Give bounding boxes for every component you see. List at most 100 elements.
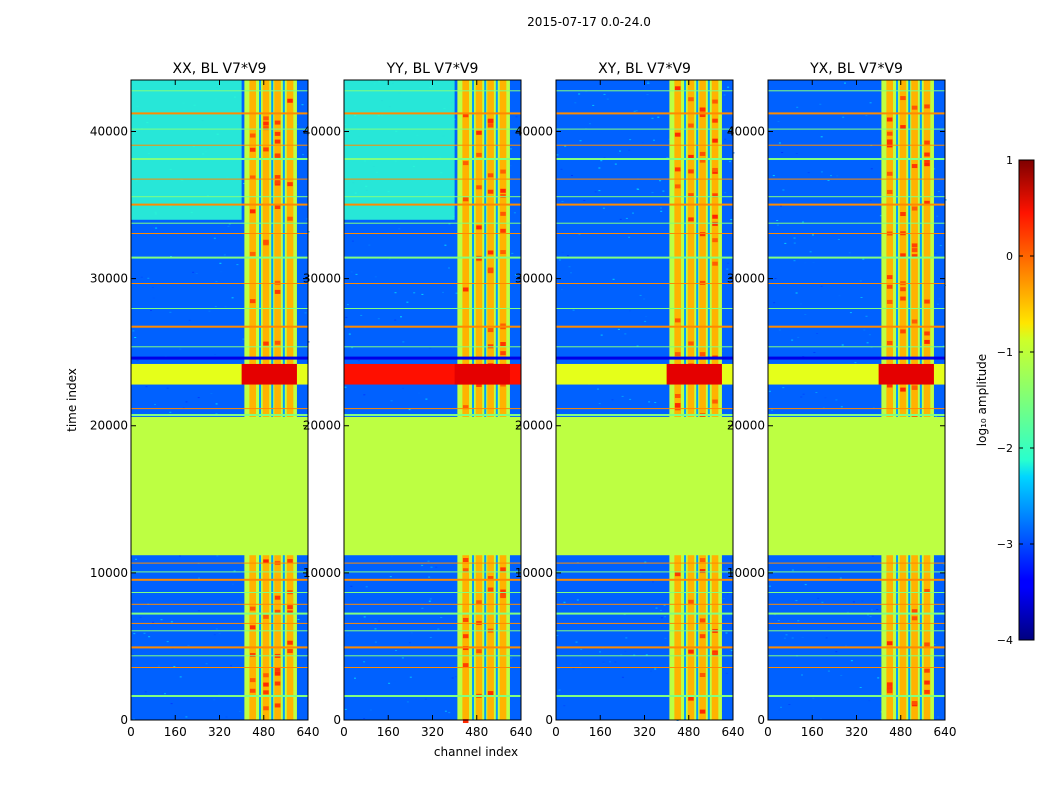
y-tick-label: 30000 xyxy=(303,272,341,286)
noise-pixel xyxy=(786,635,789,637)
noise-pixel xyxy=(556,577,559,579)
rfi-blotch xyxy=(699,280,706,285)
noise-pixel xyxy=(726,593,729,595)
panel-xy: XY, BL V7*V9 0 160 320 480 640 0 10000 20000 3000… xyxy=(515,61,745,739)
noise-pixel xyxy=(402,387,405,389)
y-tick-label: 20000 xyxy=(90,419,128,433)
rfi-time-line xyxy=(768,346,945,348)
rfi-blotch xyxy=(712,261,718,266)
y-tick-label: 30000 xyxy=(90,272,128,286)
channel-gap xyxy=(896,80,899,720)
noise-pixel xyxy=(155,227,158,229)
noise-pixel xyxy=(143,632,146,634)
noise-pixel xyxy=(728,384,731,386)
noise-pixel xyxy=(561,251,564,253)
rfi-blotch xyxy=(699,709,706,714)
rfi-time-line xyxy=(556,158,733,160)
noise-pixel xyxy=(560,168,563,170)
x-tick-label: 160 xyxy=(589,725,612,739)
rfi-blotch xyxy=(688,123,694,128)
noise-pixel xyxy=(157,665,160,667)
rfi-blotch xyxy=(911,105,918,110)
noise-pixel xyxy=(429,637,432,638)
rfi-blotch xyxy=(674,167,681,172)
rfi-time-line xyxy=(344,695,521,697)
rfi-blotch xyxy=(688,169,694,174)
rfi-time-line xyxy=(344,630,521,632)
noise-pixel xyxy=(564,145,567,147)
noise-pixel xyxy=(822,407,825,409)
upper-broadband-region xyxy=(344,80,455,220)
noise-pixel xyxy=(406,701,409,703)
rfi-blotch xyxy=(699,672,706,677)
rfi-time-line xyxy=(131,90,308,92)
noise-pixel xyxy=(354,677,356,679)
noise-pixel xyxy=(780,706,782,708)
noise-pixel xyxy=(652,581,654,583)
rfi-blotch xyxy=(249,688,256,693)
noise-pixel xyxy=(935,416,938,418)
noise-pixel xyxy=(579,140,582,142)
noise-pixel xyxy=(840,674,843,676)
rfi-time-line xyxy=(768,592,945,593)
noise-pixel xyxy=(639,574,642,576)
noise-pixel xyxy=(575,641,578,643)
noise-pixel xyxy=(218,632,221,634)
noise-pixel xyxy=(781,152,784,153)
noise-pixel xyxy=(645,96,647,98)
noise-pixel xyxy=(849,312,852,314)
rfi-time-line xyxy=(344,196,521,198)
noise-pixel xyxy=(213,237,216,239)
rfi-time-line xyxy=(131,325,308,328)
noise-pixel xyxy=(721,710,723,712)
noise-pixel xyxy=(444,322,447,324)
x-tick-label: 640 xyxy=(722,725,745,739)
noise-pixel xyxy=(650,670,652,672)
x-tick-label: 640 xyxy=(934,725,957,739)
rfi-blotch xyxy=(688,97,694,102)
noise-pixel xyxy=(871,555,874,557)
noise-pixel xyxy=(820,136,823,138)
rfi-blotch xyxy=(674,86,681,91)
rfi-time-line xyxy=(556,667,733,668)
noise-pixel xyxy=(377,318,380,320)
noise-pixel xyxy=(147,277,150,279)
noise-pixel xyxy=(860,297,863,298)
noise-pixel xyxy=(936,215,939,217)
noise-pixel xyxy=(629,139,632,141)
noise-pixel xyxy=(611,399,614,401)
noise-pixel xyxy=(344,386,347,388)
noise-pixel xyxy=(427,560,430,562)
noise-pixel xyxy=(214,306,217,307)
noise-pixel xyxy=(242,91,245,93)
rfi-blotch xyxy=(274,139,281,144)
rfi-blotch xyxy=(476,382,482,387)
rfi-blotch xyxy=(712,167,718,172)
rfi-time-line xyxy=(768,90,945,92)
rfi-blotch xyxy=(462,287,469,292)
noise-pixel xyxy=(390,556,393,557)
rfi-blotch xyxy=(249,625,256,630)
noise-pixel xyxy=(804,314,807,315)
rfi-blotch xyxy=(688,154,694,159)
rfi-blotch xyxy=(263,341,269,346)
noise-pixel xyxy=(793,260,796,262)
noise-pixel xyxy=(938,298,941,300)
noise-pixel xyxy=(205,663,208,665)
noise-pixel xyxy=(797,336,800,338)
noise-pixel xyxy=(408,409,411,411)
gap-line xyxy=(344,356,521,360)
noise-pixel xyxy=(797,620,800,622)
rfi-time-line xyxy=(556,562,733,564)
noise-pixel xyxy=(827,566,830,568)
rfi-time-line xyxy=(344,178,521,180)
y-tick-label: 40000 xyxy=(303,124,341,138)
noise-pixel xyxy=(440,617,443,618)
noise-pixel xyxy=(651,192,654,194)
noise-pixel xyxy=(429,347,432,349)
noise-pixel xyxy=(859,280,862,282)
noise-pixel xyxy=(662,190,665,192)
channel-gap xyxy=(919,80,922,720)
rfi-blotch xyxy=(886,682,893,687)
noise-pixel xyxy=(230,665,233,667)
